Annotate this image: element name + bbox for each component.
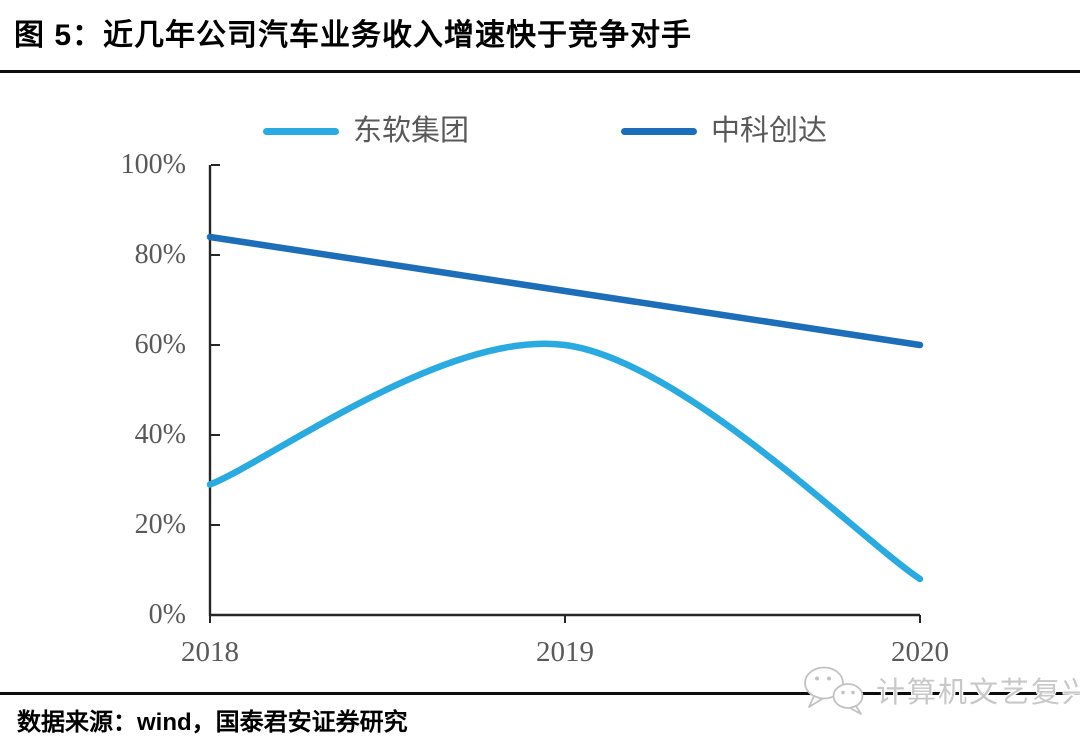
legend-swatch [263,127,339,135]
y-axis-label: 0% [148,599,186,630]
y-axis-label: 80% [134,239,186,270]
x-axis-label: 2020 [891,636,949,668]
series-line-0 [206,340,924,583]
data-source: 数据来源：wind，国泰君安证券研究 [17,709,408,736]
figure-title: 图 5：近几年公司汽车业务收入增速快于竞争对手 [14,19,693,52]
legend-item-zhongkechuangda: 中科创达 [621,114,827,148]
y-axis-label: 60% [134,329,186,360]
legend-swatch [621,127,697,135]
wechat-icon [804,666,864,715]
legend-label: 中科创达 [711,115,828,147]
legend-item-dongruan: 东软集团 [263,114,469,148]
watermark: 计算机文艺复兴 [800,662,1080,718]
y-axis-label: 20% [134,509,186,540]
legend-label: 东软集团 [353,115,470,147]
y-axis-label: 100% [120,149,186,180]
footer-rule [0,692,1080,695]
y-axis-label: 40% [134,419,186,450]
title-rule [0,70,1080,73]
x-axis-label: 2019 [536,636,594,668]
axes [208,165,920,617]
series-line-1 [206,233,924,349]
watermark-label: 计算机文艺复兴 [876,677,1080,709]
x-axis-label: 2018 [181,636,239,668]
